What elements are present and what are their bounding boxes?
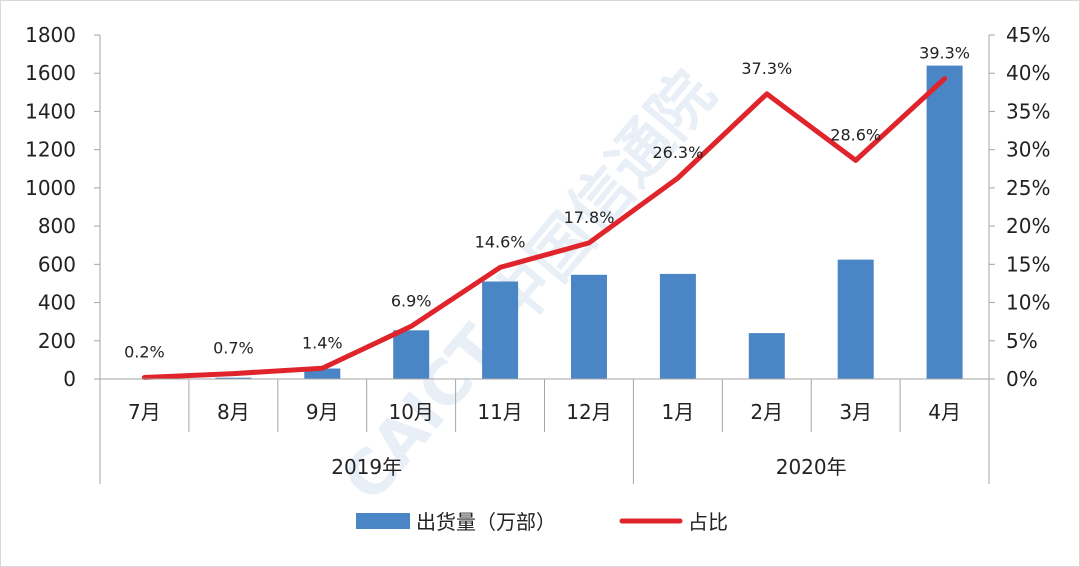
share-point-10 (943, 77, 947, 81)
y-right-tick-label: 5% (1006, 329, 1038, 353)
x-tick-label-8: 2月 (750, 400, 783, 424)
line-series (141, 76, 948, 380)
bar-series (215, 65, 963, 379)
bar-4 (393, 330, 430, 379)
x-tick-label-2: 8月 (217, 400, 250, 424)
share-point-4 (409, 324, 413, 328)
axes: 0 200 400 600 800 1000 1200 1400 1600 1800 0% 5% 10%… (25, 23, 1050, 391)
y-right-tick-label: 25% (1006, 176, 1050, 200)
data-label-3: 1.4% (302, 333, 343, 352)
y-left-tick-label: 1400 (25, 99, 76, 123)
share-point-5 (498, 265, 502, 269)
legend-line-label: 占比 (688, 510, 728, 534)
x-axis: 7月 8月 9月 10月 11月 12月 1月 2月 3月 4月 2019年 2020年 (99, 378, 990, 484)
y-right-tick-label: 30% (1006, 138, 1050, 162)
data-label-7: 26.3% (652, 143, 703, 162)
legend-bar-swatch (356, 513, 410, 529)
bar-7 (659, 273, 696, 379)
y-left-tick-label: 1000 (25, 176, 76, 200)
x-tick-label-1: 7月 (128, 400, 161, 424)
y-left-tick-label: 1600 (25, 61, 76, 85)
y-right-tick-label: 10% (1006, 291, 1050, 315)
y-left-tick-label: 1800 (25, 23, 76, 47)
x-tick-label-4: 10月 (388, 400, 433, 424)
y-left-tick-label: 600 (38, 252, 76, 276)
x-tick-label-9: 3月 (839, 400, 872, 424)
data-label-9: 28.6% (830, 125, 881, 144)
data-label-10: 39.3% (919, 44, 970, 63)
bar-8 (748, 333, 785, 379)
share-point-2 (231, 372, 235, 376)
share-point-7 (676, 176, 680, 180)
legend: 出货量（万部） 占比 (356, 510, 728, 534)
x-tick-label-3: 9月 (306, 400, 339, 424)
x-group-label-2: 2020年 (776, 455, 847, 479)
data-labels: 0.2% 0.7% 1.4% 6.9% 14.6% 17.8% 26.3% 37.3% 28.6… (124, 44, 970, 362)
x-tick-label-5: 11月 (477, 400, 522, 424)
legend-bar-label: 出货量（万部） (416, 510, 556, 534)
bar-9 (837, 259, 874, 379)
y-right-tick-label: 40% (1006, 61, 1050, 85)
bar-10 (926, 65, 963, 379)
x-tick-label-10: 4月 (928, 400, 961, 424)
data-label-2: 0.7% (213, 339, 254, 358)
share-point-9 (854, 158, 858, 162)
y-right-tick-label: 45% (1006, 23, 1050, 47)
x-group-label-1: 2019年 (331, 455, 402, 479)
x-tick-label-7: 1月 (662, 400, 695, 424)
share-point-8 (765, 92, 769, 96)
data-label-8: 37.3% (741, 59, 792, 78)
y-left-tick-label: 800 (38, 214, 76, 238)
data-label-5: 14.6% (475, 232, 526, 251)
y-left-tick-label: 0 (63, 367, 76, 391)
y-right-tick-label: 20% (1006, 214, 1050, 238)
y-right-tick-label: 15% (1006, 252, 1050, 276)
y-left-tick-label: 1200 (25, 138, 76, 162)
bar-5 (482, 281, 519, 379)
data-label-6: 17.8% (564, 208, 615, 227)
data-label-4: 6.9% (391, 291, 432, 310)
data-label-1: 0.2% (124, 343, 165, 362)
y-right-tick-label: 0% (1006, 367, 1038, 391)
y-left-tick-label: 200 (38, 329, 76, 353)
share-point-1 (142, 376, 146, 379)
x-tick-label-6: 12月 (566, 400, 611, 424)
share-point-6 (587, 241, 591, 245)
y-left-tick-label: 400 (38, 291, 76, 315)
bar-2 (215, 377, 252, 379)
bar-6 (571, 274, 607, 379)
share-point-3 (320, 366, 324, 370)
bar-3 (304, 368, 341, 379)
y-right-tick-label: 35% (1006, 99, 1050, 123)
share-line (141, 76, 948, 380)
